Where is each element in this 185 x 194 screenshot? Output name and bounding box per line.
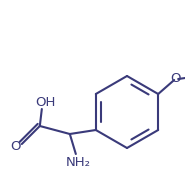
Text: OH: OH bbox=[36, 95, 56, 108]
Text: O: O bbox=[11, 140, 21, 153]
Text: NH₂: NH₂ bbox=[65, 157, 90, 170]
Text: O: O bbox=[170, 73, 180, 86]
